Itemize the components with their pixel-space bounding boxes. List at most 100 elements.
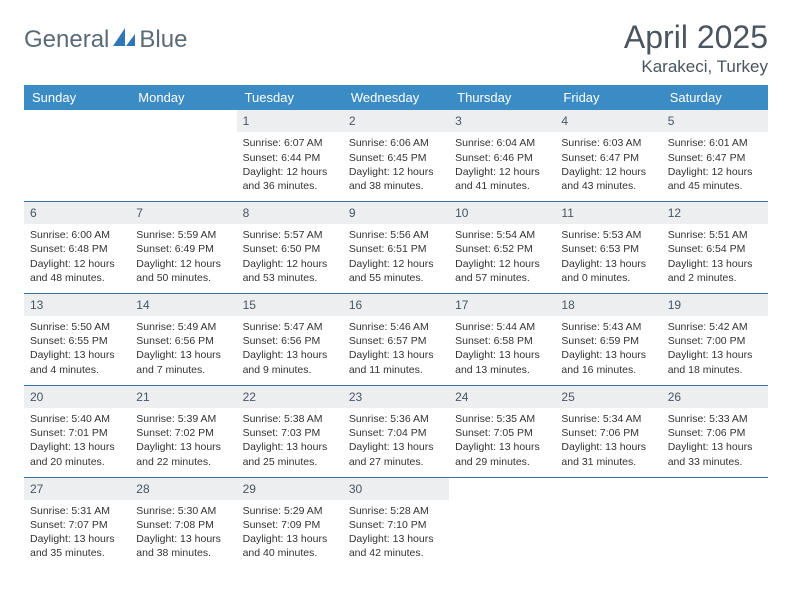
location: Karakeci, Turkey xyxy=(624,57,768,77)
daylight-line: Daylight: 12 hours and 43 minutes. xyxy=(561,165,655,193)
day-number: 8 xyxy=(237,202,343,224)
page-title: April 2025 xyxy=(624,20,768,55)
daylight-line: Daylight: 13 hours and 9 minutes. xyxy=(243,348,337,376)
week-row: 6Sunrise: 6:00 AMSunset: 6:48 PMDaylight… xyxy=(24,202,768,293)
sunrise-line: Sunrise: 5:46 AM xyxy=(349,320,443,334)
day-cell: 15Sunrise: 5:47 AMSunset: 6:56 PMDayligh… xyxy=(237,294,343,385)
sunrise-line: Sunrise: 5:56 AM xyxy=(349,228,443,242)
day-number: 11 xyxy=(555,202,661,224)
daylight-line: Daylight: 13 hours and 31 minutes. xyxy=(561,440,655,468)
day-number: 26 xyxy=(662,386,768,408)
sunrise-line: Sunrise: 5:59 AM xyxy=(136,228,230,242)
daylight-line: Daylight: 13 hours and 38 minutes. xyxy=(136,532,230,560)
daylight-line: Daylight: 13 hours and 22 minutes. xyxy=(136,440,230,468)
day-cell: 18Sunrise: 5:43 AMSunset: 6:59 PMDayligh… xyxy=(555,294,661,385)
sunrise-line: Sunrise: 5:40 AM xyxy=(30,412,124,426)
daylight-line: Daylight: 13 hours and 20 minutes. xyxy=(30,440,124,468)
sunset-line: Sunset: 7:02 PM xyxy=(136,426,230,440)
dow-thursday: Thursday xyxy=(449,85,555,110)
day-cell: 26Sunrise: 5:33 AMSunset: 7:06 PMDayligh… xyxy=(662,386,768,477)
week-row: 20Sunrise: 5:40 AMSunset: 7:01 PMDayligh… xyxy=(24,386,768,477)
day-cell: 19Sunrise: 5:42 AMSunset: 7:00 PMDayligh… xyxy=(662,294,768,385)
day-number: 15 xyxy=(237,294,343,316)
day-cell: 10Sunrise: 5:54 AMSunset: 6:52 PMDayligh… xyxy=(449,202,555,293)
sunrise-line: Sunrise: 5:31 AM xyxy=(30,504,124,518)
daylight-line: Daylight: 12 hours and 50 minutes. xyxy=(136,257,230,285)
day-number: 5 xyxy=(662,110,768,132)
day-cell xyxy=(130,110,236,201)
daylight-line: Daylight: 13 hours and 16 minutes. xyxy=(561,348,655,376)
dow-row: Sunday Monday Tuesday Wednesday Thursday… xyxy=(24,85,768,110)
sunrise-line: Sunrise: 5:38 AM xyxy=(243,412,337,426)
sunrise-line: Sunrise: 5:44 AM xyxy=(455,320,549,334)
sunset-line: Sunset: 7:00 PM xyxy=(668,334,762,348)
header: General Blue April 2025 Karakeci, Turkey xyxy=(24,20,768,77)
sunrise-line: Sunrise: 6:00 AM xyxy=(30,228,124,242)
day-cell xyxy=(662,478,768,569)
daylight-line: Daylight: 13 hours and 25 minutes. xyxy=(243,440,337,468)
dow-wednesday: Wednesday xyxy=(343,85,449,110)
sunrise-line: Sunrise: 5:49 AM xyxy=(136,320,230,334)
sunrise-line: Sunrise: 5:42 AM xyxy=(668,320,762,334)
day-number: 7 xyxy=(130,202,236,224)
day-cell: 1Sunrise: 6:07 AMSunset: 6:44 PMDaylight… xyxy=(237,110,343,201)
calendar-body: 1Sunrise: 6:07 AMSunset: 6:44 PMDaylight… xyxy=(24,110,768,568)
sunrise-line: Sunrise: 5:29 AM xyxy=(243,504,337,518)
day-cell: 30Sunrise: 5:28 AMSunset: 7:10 PMDayligh… xyxy=(343,478,449,569)
sunrise-line: Sunrise: 5:53 AM xyxy=(561,228,655,242)
sunrise-line: Sunrise: 5:36 AM xyxy=(349,412,443,426)
day-number: 10 xyxy=(449,202,555,224)
sunset-line: Sunset: 7:03 PM xyxy=(243,426,337,440)
page: General Blue April 2025 Karakeci, Turkey… xyxy=(0,0,792,589)
sunset-line: Sunset: 6:49 PM xyxy=(136,242,230,256)
sunset-line: Sunset: 7:06 PM xyxy=(668,426,762,440)
sunrise-line: Sunrise: 6:04 AM xyxy=(455,136,549,150)
week-row: 1Sunrise: 6:07 AMSunset: 6:44 PMDaylight… xyxy=(24,110,768,201)
day-number: 30 xyxy=(343,478,449,500)
sunset-line: Sunset: 6:54 PM xyxy=(668,242,762,256)
sunset-line: Sunset: 6:44 PM xyxy=(243,151,337,165)
day-number: 17 xyxy=(449,294,555,316)
sunset-line: Sunset: 7:08 PM xyxy=(136,518,230,532)
sunrise-line: Sunrise: 5:51 AM xyxy=(668,228,762,242)
sunrise-line: Sunrise: 5:57 AM xyxy=(243,228,337,242)
day-number: 6 xyxy=(24,202,130,224)
day-cell: 12Sunrise: 5:51 AMSunset: 6:54 PMDayligh… xyxy=(662,202,768,293)
day-cell: 14Sunrise: 5:49 AMSunset: 6:56 PMDayligh… xyxy=(130,294,236,385)
daylight-line: Daylight: 12 hours and 48 minutes. xyxy=(30,257,124,285)
sunrise-line: Sunrise: 5:54 AM xyxy=(455,228,549,242)
daylight-line: Daylight: 12 hours and 57 minutes. xyxy=(455,257,549,285)
day-cell: 2Sunrise: 6:06 AMSunset: 6:45 PMDaylight… xyxy=(343,110,449,201)
sunrise-line: Sunrise: 6:03 AM xyxy=(561,136,655,150)
day-cell: 17Sunrise: 5:44 AMSunset: 6:58 PMDayligh… xyxy=(449,294,555,385)
day-number: 13 xyxy=(24,294,130,316)
sail-icon xyxy=(111,26,137,53)
sunset-line: Sunset: 6:46 PM xyxy=(455,151,549,165)
day-number: 20 xyxy=(24,386,130,408)
day-number: 16 xyxy=(343,294,449,316)
dow-friday: Friday xyxy=(555,85,661,110)
day-cell: 8Sunrise: 5:57 AMSunset: 6:50 PMDaylight… xyxy=(237,202,343,293)
dow-tuesday: Tuesday xyxy=(237,85,343,110)
day-cell xyxy=(24,110,130,201)
day-cell: 23Sunrise: 5:36 AMSunset: 7:04 PMDayligh… xyxy=(343,386,449,477)
day-cell: 27Sunrise: 5:31 AMSunset: 7:07 PMDayligh… xyxy=(24,478,130,569)
day-cell: 13Sunrise: 5:50 AMSunset: 6:55 PMDayligh… xyxy=(24,294,130,385)
sunset-line: Sunset: 7:04 PM xyxy=(349,426,443,440)
daylight-line: Daylight: 13 hours and 33 minutes. xyxy=(668,440,762,468)
sunset-line: Sunset: 7:01 PM xyxy=(30,426,124,440)
sunrise-line: Sunrise: 5:34 AM xyxy=(561,412,655,426)
day-number: 28 xyxy=(130,478,236,500)
daylight-line: Daylight: 12 hours and 53 minutes. xyxy=(243,257,337,285)
day-cell: 3Sunrise: 6:04 AMSunset: 6:46 PMDaylight… xyxy=(449,110,555,201)
day-number: 25 xyxy=(555,386,661,408)
day-number: 29 xyxy=(237,478,343,500)
day-cell: 20 Sunrise: 5:40 AMSunset: 7:01 PMDayligh… xyxy=(24,386,130,477)
day-cell: 4Sunrise: 6:03 AMSunset: 6:47 PMDaylight… xyxy=(555,110,661,201)
sunrise-line: Sunrise: 5:50 AM xyxy=(30,320,124,334)
day-number: 18 xyxy=(555,294,661,316)
sunset-line: Sunset: 6:58 PM xyxy=(455,334,549,348)
sunset-line: Sunset: 7:09 PM xyxy=(243,518,337,532)
sunrise-line: Sunrise: 6:01 AM xyxy=(668,136,762,150)
day-cell: 29Sunrise: 5:29 AMSunset: 7:09 PMDayligh… xyxy=(237,478,343,569)
